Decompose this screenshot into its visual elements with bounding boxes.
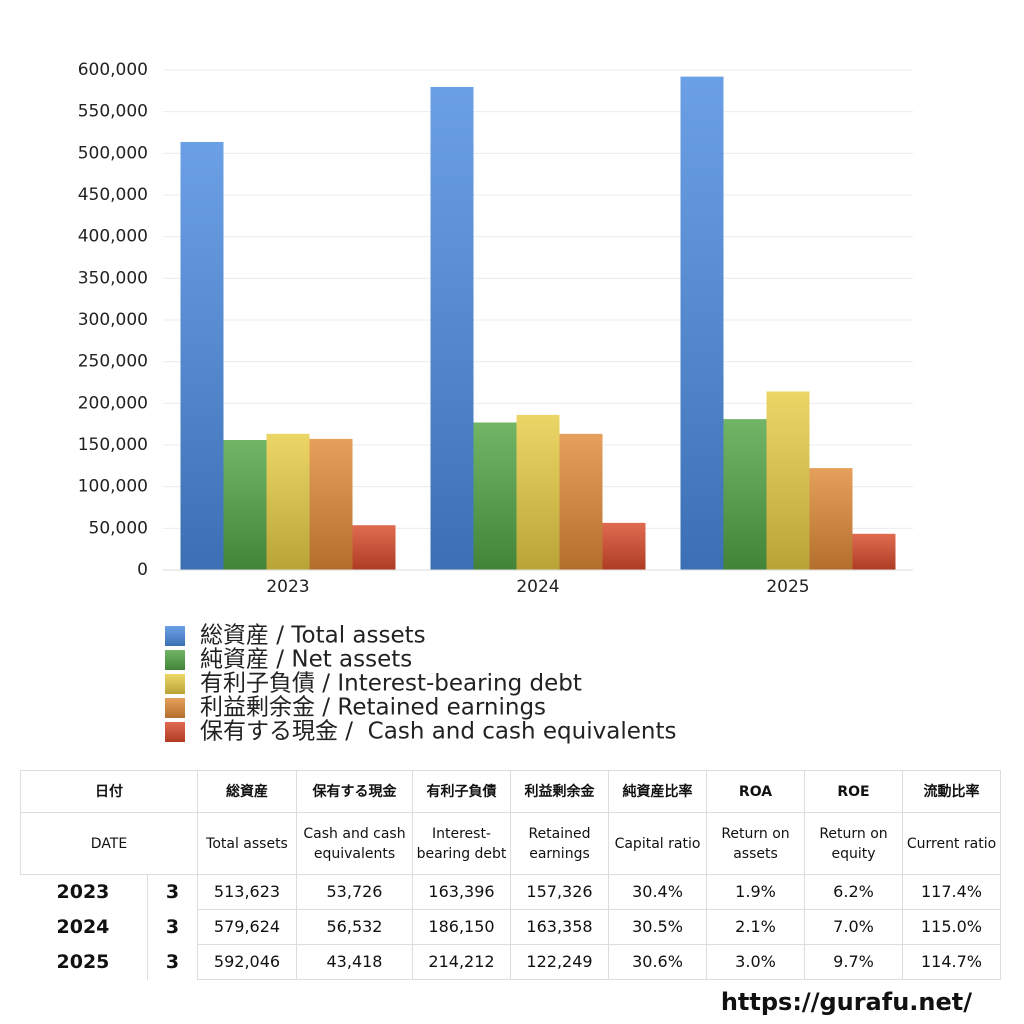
bar-shade xyxy=(180,141,224,570)
bar-shade xyxy=(723,419,767,570)
table-cell: 利益剰余金 xyxy=(510,770,609,813)
bar-shade xyxy=(516,414,560,570)
table-row: 2024 3 579,624 56,532 186,150 163,358 30.5% 2.1… xyxy=(20,909,1001,945)
legend-swatch-shade xyxy=(165,674,185,694)
table-row: 2025 3 592,046 43,418 214,212 122,249 30.6% 3.0… xyxy=(20,944,1001,980)
table-cell: Cash and cash equivalents xyxy=(296,812,413,875)
bar-shade xyxy=(309,438,353,570)
table-cell: 保有する現金 xyxy=(296,770,413,813)
legend-swatch-shade xyxy=(165,626,185,646)
x-tick-label: 2025 xyxy=(766,577,809,597)
table-cell: 9.7% xyxy=(804,944,903,980)
table-row: DATE Total assets Cash and cash equivalent… xyxy=(20,812,1001,875)
table-cell: 3 xyxy=(147,909,198,945)
y-tick-label: 450,000 xyxy=(78,185,148,205)
legend-swatch-shade xyxy=(165,698,185,718)
bar-shade xyxy=(352,525,396,570)
table-cell: 53,726 xyxy=(296,874,413,910)
table-cell: 114.7% xyxy=(902,944,1001,980)
legend-label: 有利子負債 / Interest-bearing debt xyxy=(200,671,582,697)
table-cell: 3 xyxy=(147,874,198,910)
y-tick-label: 150,000 xyxy=(78,435,148,455)
table-cell: 日付 xyxy=(20,770,198,813)
chart: 0 50,000 100,000 150,000 200,000 250,000 300,0… xyxy=(78,60,913,745)
table-cell: 115.0% xyxy=(902,909,1001,945)
table-cell: Interest-bearing debt xyxy=(412,812,511,875)
table-cell: 186,150 xyxy=(412,909,511,945)
table-cell: Capital ratio xyxy=(608,812,707,875)
table-cell: ROA xyxy=(706,770,805,813)
y-tick-label: 100,000 xyxy=(78,477,148,497)
table-cell: 2023 xyxy=(20,874,148,910)
table-cell: 56,532 xyxy=(296,909,413,945)
table-cell: 163,396 xyxy=(412,874,511,910)
table-cell: DATE xyxy=(20,812,198,875)
table-cell: 214,212 xyxy=(412,944,511,980)
bar-shade xyxy=(223,440,267,570)
footer-url: https://gurafu.net/ xyxy=(720,988,972,1016)
x-tick-label: 2024 xyxy=(516,577,559,597)
table-cell: 30.5% xyxy=(608,909,707,945)
bar-shade xyxy=(266,433,310,570)
bar-shade xyxy=(473,422,517,570)
x-tick-label: 2023 xyxy=(266,577,309,597)
table-cell: Return on equity xyxy=(804,812,903,875)
legend-swatch-shade xyxy=(165,650,185,670)
y-tick-label: 300,000 xyxy=(78,310,148,330)
legend-label: 利益剰余金 / Retained earnings xyxy=(200,695,546,721)
table-cell: 2025 xyxy=(20,944,148,980)
table-cell: 純資産比率 xyxy=(608,770,707,813)
legend-swatch-shade xyxy=(165,722,185,742)
y-tick-label: 200,000 xyxy=(78,393,148,413)
table-cell: 総資産 xyxy=(197,770,297,813)
table-cell: 43,418 xyxy=(296,944,413,980)
table-cell: 592,046 xyxy=(197,944,297,980)
bar-shade xyxy=(559,433,603,570)
bar-shade xyxy=(680,76,724,571)
table-cell: 163,358 xyxy=(510,909,609,945)
table-cell: 2024 xyxy=(20,909,148,945)
y-tick-label: 500,000 xyxy=(78,143,148,163)
y-tick-label: 550,000 xyxy=(78,102,148,122)
table-cell: Current ratio xyxy=(902,812,1001,875)
table-cell: 3.0% xyxy=(706,944,805,980)
table-cell: ROE xyxy=(804,770,903,813)
bar-shade xyxy=(602,522,646,570)
table-cell: 流動比率 xyxy=(902,770,1001,813)
table-cell: Retained earnings xyxy=(510,812,609,875)
y-tick-label: 400,000 xyxy=(78,227,148,247)
data-table: 日付 総資産 保有する現金 有利子負債 利益剰余金 純資産比率 ROA ROE 流動比率 DATE… xyxy=(20,770,1001,980)
legend-label: 純資産 / Net assets xyxy=(200,647,412,673)
table-cell: Return on assets xyxy=(706,812,805,875)
table-cell: 117.4% xyxy=(902,874,1001,910)
y-tick-label: 0 xyxy=(137,560,148,580)
table-cell: 30.6% xyxy=(608,944,707,980)
legend-label: 総資産 / Total assets xyxy=(200,623,426,649)
table-cell: 有利子負債 xyxy=(412,770,511,813)
table-cell: Total assets xyxy=(197,812,297,875)
table-cell: 157,326 xyxy=(510,874,609,910)
y-tick-label: 250,000 xyxy=(78,352,148,372)
bar-shade xyxy=(430,86,474,570)
table-cell: 122,249 xyxy=(510,944,609,980)
y-tick-label: 600,000 xyxy=(78,60,148,80)
y-tick-label: 50,000 xyxy=(89,518,148,538)
table-cell: 2.1% xyxy=(706,909,805,945)
table-cell: 7.0% xyxy=(804,909,903,945)
table-cell: 1.9% xyxy=(706,874,805,910)
bar-shade xyxy=(766,391,810,570)
table-cell: 513,623 xyxy=(197,874,297,910)
table-cell: 3 xyxy=(147,944,198,980)
bar-shade xyxy=(809,468,853,570)
table-row: 日付 総資産 保有する現金 有利子負債 利益剰余金 純資産比率 ROA ROE 流動比率 xyxy=(20,770,1001,813)
table-cell: 579,624 xyxy=(197,909,297,945)
table-row: 2023 3 513,623 53,726 163,396 157,326 30.4% 1.9… xyxy=(20,874,1001,910)
table-cell: 6.2% xyxy=(804,874,903,910)
bar-shade xyxy=(852,533,896,570)
table-cell: 30.4% xyxy=(608,874,707,910)
legend-label: 保有する現金 / Cash and cash equivalents xyxy=(200,719,676,745)
y-tick-label: 350,000 xyxy=(78,268,148,288)
